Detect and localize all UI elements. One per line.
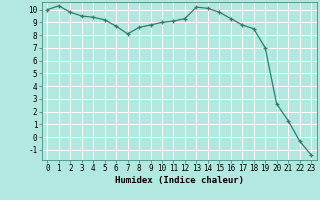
X-axis label: Humidex (Indice chaleur): Humidex (Indice chaleur) [115, 176, 244, 185]
